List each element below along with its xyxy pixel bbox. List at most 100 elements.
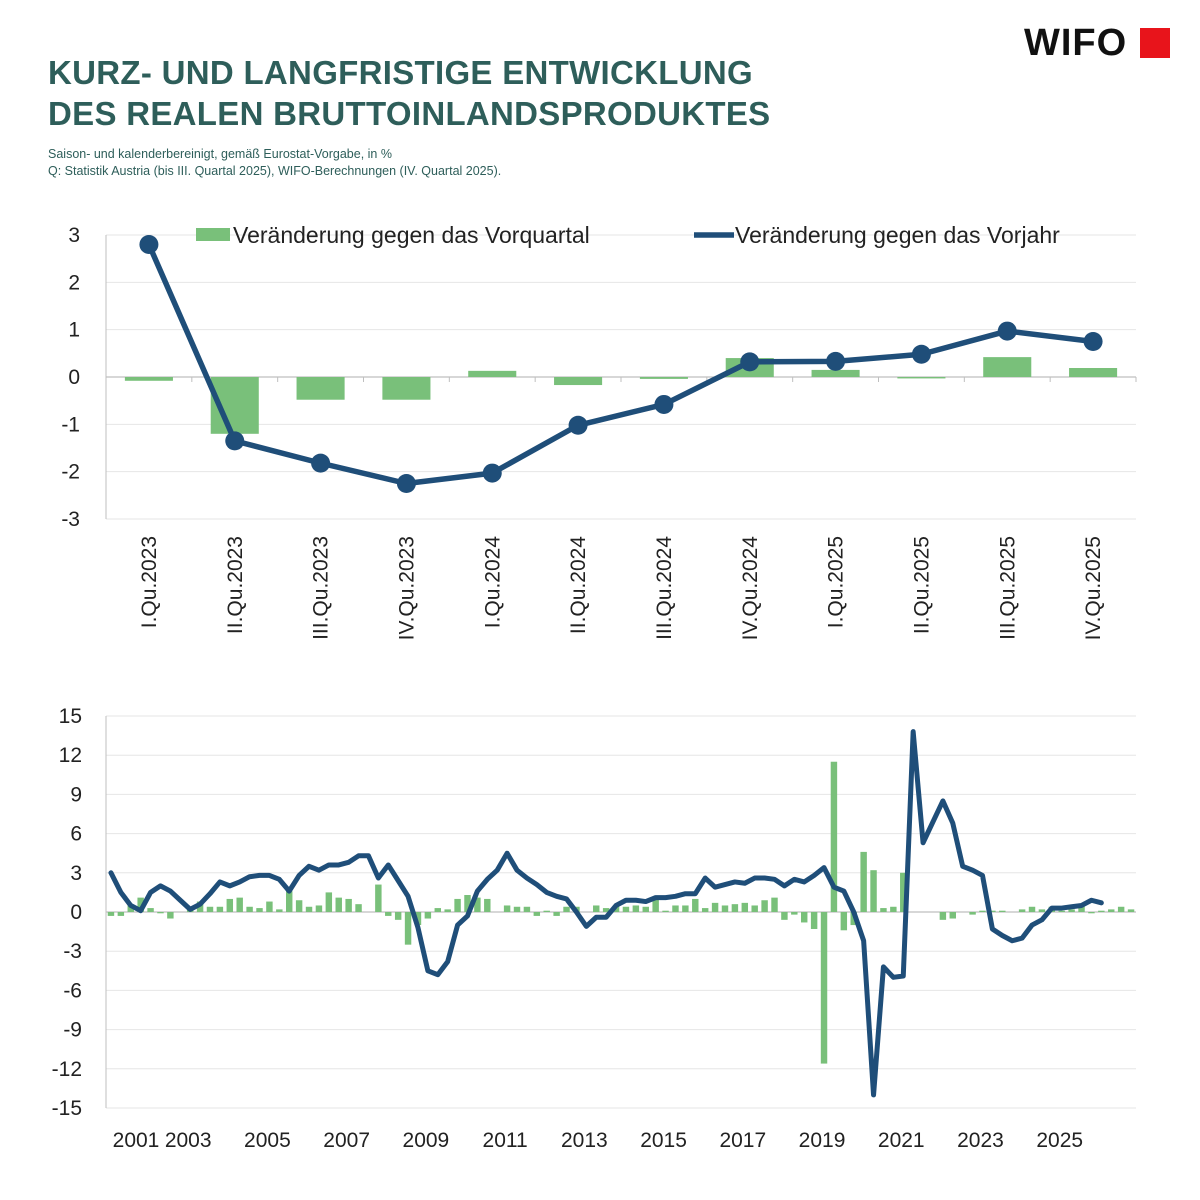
bar-quarter-change-hist [206,906,214,912]
bar-quarter-change-hist [157,912,164,914]
bar-quarter-change-III.Qu.2025 [983,357,1032,377]
y-tick-label-bottom: -9 [63,1019,82,1042]
bar-quarter-change-hist [424,912,432,919]
x-category-label-I.Qu.2025: I.Qu.2025 [825,536,848,628]
x-year-label-2009: 2009 [403,1129,450,1152]
bar-quarter-change-hist [721,905,729,912]
bar-quarter-change-hist [355,904,362,912]
bar-quarter-change-hist [216,906,224,912]
subtitle-line-1: Saison- und kalenderbereinigt, gemäß Eur… [48,147,392,161]
bar-quarter-change-hist [1058,910,1065,912]
bar-quarter-change-hist [741,902,749,912]
y-tick-label-bottom: 9 [70,783,82,806]
point-yoy-II.Qu.2024 [568,415,588,435]
bar-quarter-change-hist [335,897,342,912]
bar-quarter-change-I.Qu.2024 [468,370,517,377]
bar-quarter-change-hist [137,897,144,912]
y-tick-label-bottom: 0 [70,901,82,924]
title-line-1: KURZ- UND LANGFRISTIGE ENTWICKLUNG [48,54,753,91]
bar-quarter-change-hist [1078,905,1085,912]
bar-quarter-change-hist [701,908,709,912]
bar-quarter-change-hist [781,912,788,920]
bar-quarter-change-hist [266,901,273,912]
bar-quarter-change-hist [830,761,838,912]
bar-quarter-change-hist [523,906,531,912]
x-year-label-2003: 2003 [165,1129,212,1152]
subtitle-line-2: Q: Statistik Austria (bis III. Quartal 2… [48,164,502,178]
title-line-2: DES REALEN BRUTTOINLANDSPRODUKTES [48,95,771,132]
bar-quarter-change-hist [1127,909,1135,912]
line-yoy-history [108,729,1104,1098]
bar-quarter-change-II.Qu.2024 [554,377,603,386]
point-yoy-I.Qu.2025 [826,351,846,371]
y-tick-label-bottom: -12 [52,1058,82,1081]
point-yoy-III.Qu.2023 [311,453,331,473]
bar-quarter-change-hist [989,910,996,912]
x-year-label-2025: 2025 [1036,1129,1083,1152]
x-year-label-2021: 2021 [878,1129,925,1152]
bar-quarter-change-hist [1068,909,1075,912]
bar-quarter-change-hist [840,912,848,931]
bar-quarter-change-hist [622,906,630,912]
x-year-label-2001: 2001 [113,1129,160,1152]
y-tick-label-top: -1 [61,413,80,436]
bar-quarter-change-hist [305,906,313,912]
point-yoy-II.Qu.2025 [911,344,931,364]
x-year-label-2023: 2023 [957,1129,1004,1152]
point-yoy-III.Qu.2025 [997,321,1017,341]
point-yoy-IV.Qu.2023 [396,474,416,493]
bar-quarter-change-hist [731,904,739,912]
bar-quarter-change-hist [295,900,303,912]
bar-quarter-change-hist [900,872,907,912]
bar-quarter-change-hist [969,912,976,915]
bar-quarter-change-IV.Qu.2023 [382,377,431,400]
point-yoy-II.Qu.2023 [225,431,245,451]
y-tick-label-bottom: -15 [52,1097,82,1120]
bar-quarter-change-hist [414,912,422,926]
bar-quarter-change-hist [513,906,521,912]
y-tick-label-bottom: 15 [59,705,82,728]
bar-quarter-change-hist [791,912,798,915]
bar-quarter-change-hist [434,908,441,912]
bar-quarter-change-hist [167,912,174,919]
bar-quarter-change-hist [1028,906,1036,912]
x-year-label-2005: 2005 [244,1129,291,1152]
bar-quarter-change-hist [484,898,491,912]
y-tick-label-top: -3 [61,508,80,531]
bar-quarter-change-hist [593,905,600,912]
chart-subtitle: Saison- und kalenderbereinigt, gemäß Eur… [48,146,501,180]
x-year-label-2015: 2015 [640,1129,687,1152]
x-category-label-II.Qu.2024: II.Qu.2024 [567,536,590,634]
bar-quarter-change-hist [563,906,570,912]
bar-quarter-change-hist [1098,910,1105,912]
bar-quarter-change-hist [662,910,669,912]
bar-quarter-change-hist [880,908,887,912]
bar-quarter-change-hist [543,910,550,912]
x-category-label-III.Qu.2024: III.Qu.2024 [653,536,676,640]
bar-quarter-change-I.Qu.2025 [811,369,860,377]
bar-quarter-change-hist [1018,909,1026,912]
point-yoy-I.Qu.2024 [482,463,502,483]
bar-quarter-change-hist [127,905,134,912]
bar-quarter-change-hist [147,908,154,912]
bar-quarter-change-hist [385,912,392,916]
bar-quarter-change-hist [117,912,125,916]
bar-quarter-change-hist [533,912,541,916]
x-year-label-2019: 2019 [799,1129,846,1152]
legend-bar-swatch [196,228,230,241]
bar-quarter-change-hist [345,898,352,912]
bar-quarter-change-hist [286,891,293,912]
y-tick-label-top: 2 [68,271,80,294]
y-tick-label-top: 1 [68,319,80,342]
bar-quarter-change-hist [939,912,947,920]
legend-line-label: Veränderung gegen das Vorjahr [735,222,1060,248]
y-tick-label-bottom: 6 [70,823,82,846]
bar-quarter-change-hist [226,898,234,912]
bar-quarter-change-hist [256,908,263,912]
bar-quarter-change-hist [454,898,461,912]
chart-title: KURZ- UND LANGFRISTIGE ENTWICKLUNG DES R… [48,52,771,134]
bar-quarter-change-hist [820,912,828,1064]
bar-quarter-change-hist [890,906,897,912]
bar-quarter-change-hist [999,910,1006,912]
x-category-label-II.Qu.2025: II.Qu.2025 [910,536,933,634]
